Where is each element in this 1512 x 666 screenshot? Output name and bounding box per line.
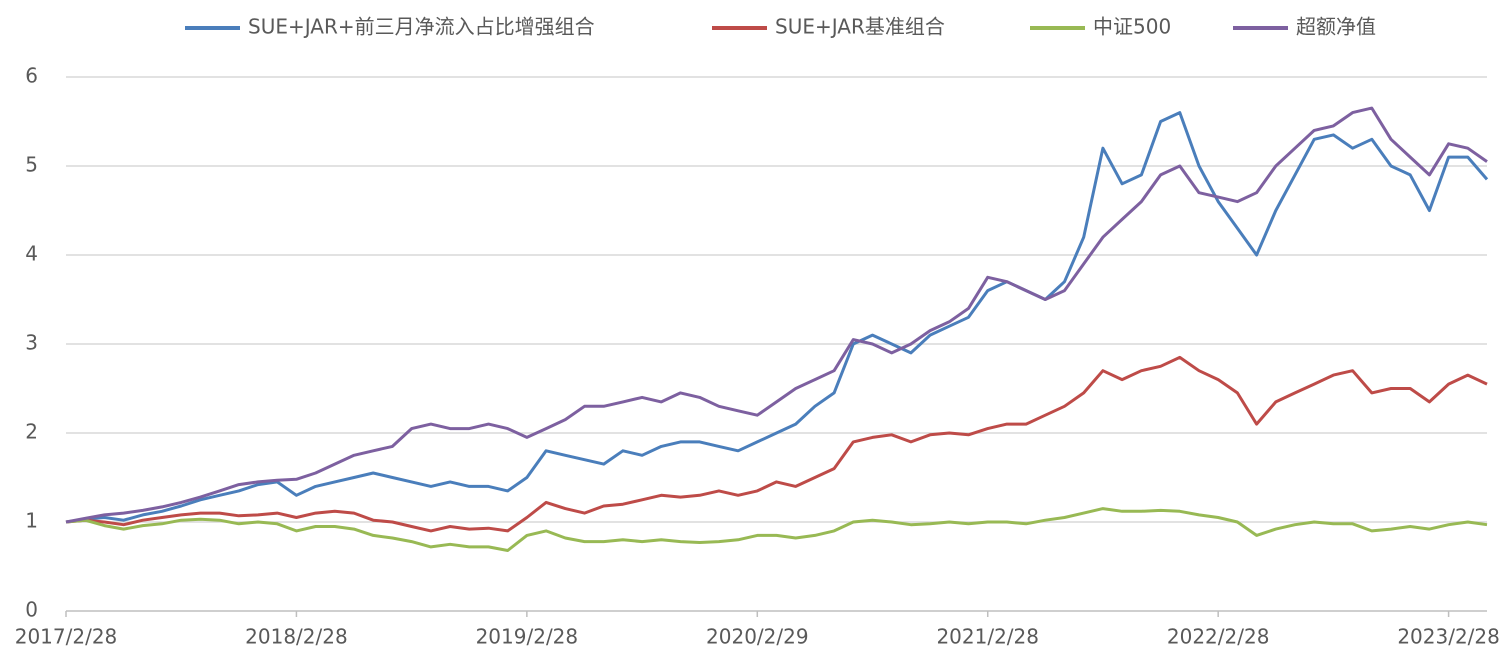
x-tick-label: 2019/2/28 <box>476 625 579 649</box>
x-tick-label: 2018/2/28 <box>245 625 348 649</box>
x-tick-label: 2020/2/29 <box>706 625 809 649</box>
y-tick-label: 2 <box>25 420 38 444</box>
series-line <box>65 507 1488 552</box>
y-tick-label: 5 <box>25 153 38 177</box>
x-tick-label: 2022/2/28 <box>1167 625 1270 649</box>
y-tick-label: 0 <box>25 598 38 622</box>
legend-label: SUE+JAR+前三月净流入占比增强组合 <box>248 15 595 39</box>
legend-label: 超额净值 <box>1296 15 1376 39</box>
y-tick-label: 6 <box>25 64 38 88</box>
y-tick-label: 1 <box>25 509 38 533</box>
x-tick-label: 2017/2/28 <box>15 625 118 649</box>
series-line <box>65 106 1488 524</box>
y-tick-label: 4 <box>25 242 38 266</box>
legend-label: SUE+JAR基准组合 <box>775 15 945 39</box>
legend-label: 中证500 <box>1093 15 1171 39</box>
y-tick-label: 3 <box>25 331 38 355</box>
x-tick-label: 2021/2/28 <box>936 625 1039 649</box>
series-line <box>65 355 1488 533</box>
series-line <box>65 111 1489 524</box>
x-tick-label: 2023/2/28 <box>1397 625 1500 649</box>
